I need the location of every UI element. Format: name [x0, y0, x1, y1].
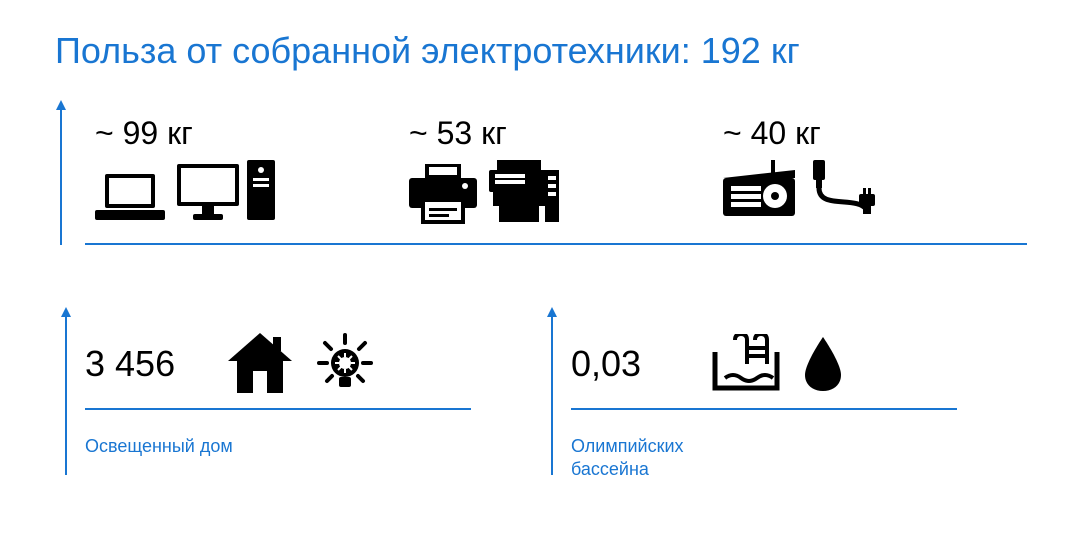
- page-title: Польза от собранной электротехники: 192 …: [55, 30, 800, 72]
- radio-icon: [723, 160, 795, 218]
- cable-icon: [807, 160, 887, 218]
- drop-icon: [801, 335, 845, 393]
- desktop-icon: [177, 160, 277, 222]
- laptop-icon: [95, 172, 165, 222]
- copier-icon: [489, 160, 559, 224]
- bottom-cell-pool: 0,03 Олимпийских бассейна: [541, 290, 1027, 490]
- pool-label: Олимпийских бассейна: [571, 435, 684, 482]
- house-value: 3 456: [85, 343, 205, 385]
- house-label: Освещенный дом: [85, 435, 233, 458]
- weight-label: ~ 99 кг: [95, 115, 399, 152]
- bottom-box-house: 3 456: [85, 320, 471, 410]
- bulb-icon: [315, 333, 375, 395]
- top-cell-electronics: ~ 40 кг: [713, 115, 1027, 243]
- house-icon: [225, 333, 295, 395]
- top-cell-computers: ~ 99 кг: [85, 115, 399, 243]
- printer-icon: [409, 164, 477, 224]
- bottom-cell-house: 3 456: [55, 290, 541, 490]
- top-arrow: [60, 108, 62, 245]
- bottom-row: 3 456: [55, 290, 1027, 490]
- bottom-box-pool: 0,03: [571, 320, 957, 410]
- bottom-arrow-right: [551, 315, 553, 475]
- weight-label: ~ 40 кг: [723, 115, 1027, 152]
- icons-printers: [409, 160, 713, 224]
- top-row: ~ 99 кг ~ 53 кг: [85, 115, 1027, 245]
- icons-computers: [95, 160, 399, 222]
- top-cell-printers: ~ 53 кг: [399, 115, 713, 243]
- pool-value: 0,03: [571, 343, 691, 385]
- pool-icon: [711, 334, 781, 394]
- icons-electronics: [723, 160, 1027, 218]
- weight-label: ~ 53 кг: [409, 115, 713, 152]
- bottom-arrow-left: [65, 315, 67, 475]
